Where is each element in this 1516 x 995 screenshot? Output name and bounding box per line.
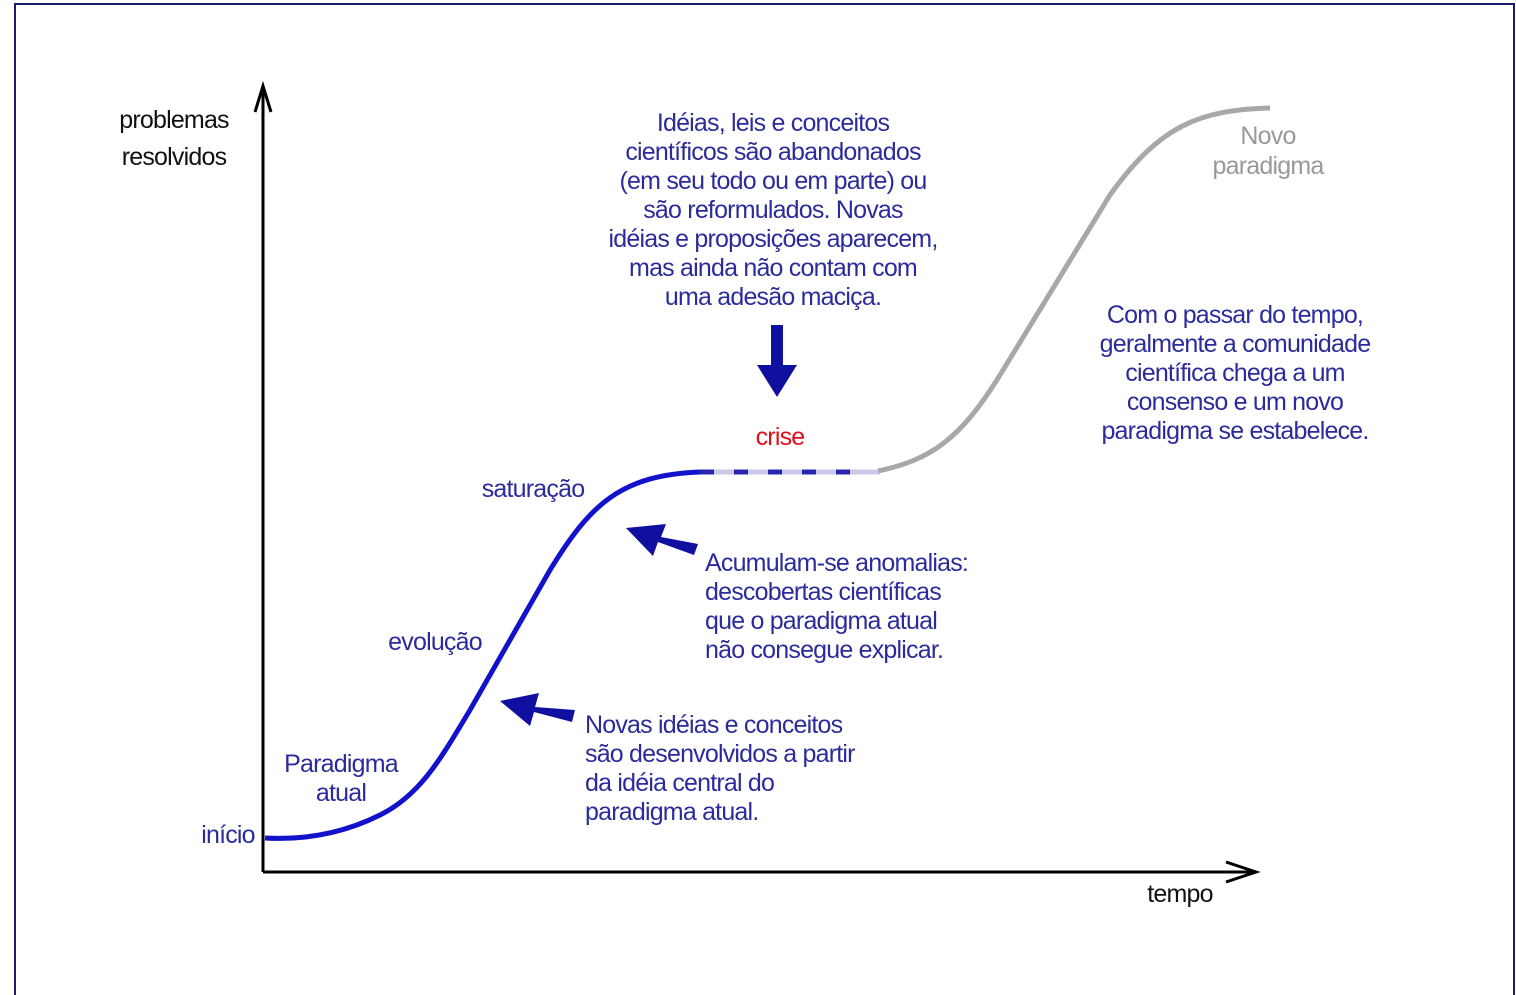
y-axis (253, 80, 273, 872)
axes (253, 80, 1261, 884)
new-curve (877, 105, 1271, 474)
note: geralmente a comunidade (1100, 330, 1371, 358)
note: Acumulam-se anomalias: (705, 549, 968, 577)
note: (em seu todo ou em parte) ou (620, 167, 927, 195)
stage-label: atual (316, 779, 366, 807)
frame (14, 3, 1515, 995)
arrow-development (500, 693, 575, 726)
note: Idéias, leis e conceitos (657, 109, 890, 137)
arrow-down (757, 325, 797, 397)
note: são desenvolvidos a partir (585, 740, 855, 768)
x-axis (263, 860, 1261, 884)
note: uma adesão maciça. (665, 283, 881, 311)
note: científica chega a um (1125, 359, 1344, 387)
note: são reformulados. Novas (643, 196, 903, 224)
note: científicos são abandonados (625, 138, 921, 166)
note: consenso e um novo (1127, 388, 1343, 416)
y-axis-label: problemas (119, 106, 229, 134)
note: que o paradigma atual (705, 607, 937, 635)
y-axis-label: resolvidos (122, 143, 227, 171)
note: idéias e proposições aparecem, (609, 225, 938, 253)
note: Com o passar do tempo, (1107, 301, 1363, 329)
note: não consegue explicar. (705, 636, 943, 664)
current-curve (264, 469, 701, 841)
x-axis-label: tempo (1147, 880, 1212, 908)
stage-label: Novo (1240, 122, 1295, 150)
note: mas ainda não contam com (629, 254, 917, 282)
note: paradigma atual. (585, 798, 758, 826)
note: Novas idéias e conceitos (585, 711, 843, 739)
stage-label: Paradigma (284, 750, 399, 778)
note: da idéia central do (585, 769, 774, 797)
stage-label: crise (756, 423, 805, 451)
stage-label: saturação (482, 475, 585, 503)
note: descobertas científicas (705, 578, 941, 606)
arrows (500, 325, 797, 726)
stage-label: paradigma (1213, 152, 1325, 180)
note: paradigma se estabelece. (1101, 417, 1368, 445)
arrow-anomalies (626, 524, 698, 556)
stage-label: evolução (388, 628, 482, 656)
stage-label: início (201, 821, 255, 849)
